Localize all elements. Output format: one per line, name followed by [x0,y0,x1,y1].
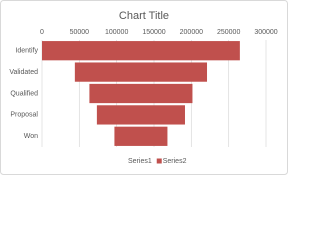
bar [96,105,185,125]
bar [114,126,168,146]
bar [74,62,208,82]
x-tick-label: 100000 [105,29,128,36]
y-tick-label: Identify [15,48,38,55]
chart-title: Chart Title [119,10,169,22]
legend-label: Series2 [163,158,187,165]
y-tick-label: Won [24,133,38,140]
x-tick-label: 0 [40,29,44,36]
x-tick-label: 250000 [217,29,240,36]
x-tick-label: 300000 [254,29,277,36]
bar [42,41,240,61]
y-tick-label: Validated [9,69,38,76]
x-tick-label: 50000 [70,29,90,36]
legend-label: Series1 [128,158,152,165]
bar [89,83,193,104]
x-tick-label: 200000 [180,29,203,36]
x-tick-label: 150000 [142,29,165,36]
y-tick-label: Proposal [10,112,38,119]
chart: Chart Title 0 50000 100000 150000 200000 2500… [0,0,288,175]
legend-swatch [156,158,162,164]
y-tick-label: Qualified [10,90,38,97]
